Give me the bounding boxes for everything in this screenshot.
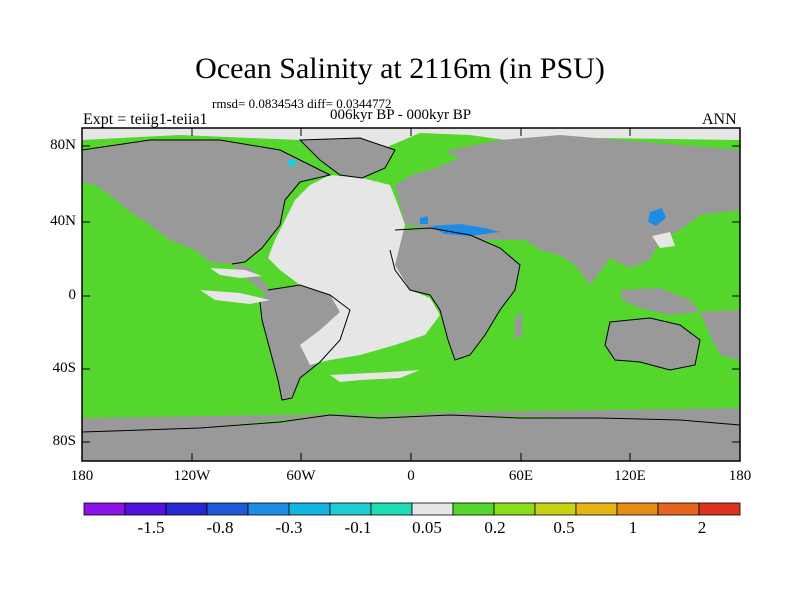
land-africa — [390, 228, 520, 360]
colorbar-label: -0.1 — [344, 518, 372, 537]
colorbar-label: 2 — [697, 518, 707, 537]
pacific-no-data-patch — [200, 290, 270, 304]
land-western-pacific-shelf — [700, 310, 740, 360]
period-label: 006kyr BP - 000kyr BP — [330, 107, 472, 123]
axis-ticks — [81, 128, 741, 461]
pacific-no-data-patch-2 — [210, 268, 262, 278]
lon-label: 120W — [173, 468, 211, 484]
season-label: ANN — [702, 111, 737, 128]
lon-label: 60W — [286, 468, 316, 484]
colorbar-swatch — [83, 502, 126, 516]
colorbar-swatch — [493, 502, 536, 516]
colorbar-swatch — [452, 502, 495, 516]
lon-label: 0 — [407, 468, 415, 484]
rmsd-diff-stats: rmsd= 0.0834543 diff= 0.0344772 — [212, 96, 392, 111]
south-atlantic-no-data — [330, 370, 420, 382]
north-sea-negative — [420, 216, 428, 224]
lon-label: 60E — [508, 468, 534, 484]
colorbar-swatch — [657, 502, 700, 516]
lon-label: 180 — [728, 468, 752, 484]
lon-label: 120E — [614, 468, 646, 484]
colorbar-label: 0.05 — [412, 518, 442, 537]
land-antarctica — [82, 415, 740, 461]
colorbar-label: 0.5 — [553, 518, 575, 537]
lat-label: 40N — [50, 213, 76, 229]
colorbar-swatch — [534, 502, 577, 516]
colorbar-swatch — [288, 502, 331, 516]
map-title: Ocean Salinity at 2116m (in PSU) — [195, 52, 605, 85]
colorbar-swatch — [247, 502, 290, 516]
lat-label: 80N — [50, 137, 76, 153]
colorbar-swatch — [165, 502, 208, 516]
land-eurasia — [395, 135, 740, 285]
colorbar-swatch — [616, 502, 659, 516]
lat-label: 40S — [52, 360, 76, 376]
mediterranean-negative — [430, 224, 500, 236]
colorbar-label: -0.8 — [206, 518, 234, 537]
colorbar-swatch — [411, 502, 454, 516]
colorbar-label: 1 — [628, 518, 638, 537]
lat-label: 80S — [52, 433, 76, 449]
colorbar-label: 0.2 — [484, 518, 506, 537]
land-greenland — [300, 138, 395, 178]
land-madagascar — [514, 312, 522, 340]
arctic-no-data — [82, 128, 740, 150]
southern-grey-band — [82, 408, 740, 432]
atlantic-no-data — [268, 175, 440, 365]
arctic-cyan-spot — [288, 160, 296, 166]
colorbar-swatch — [329, 502, 372, 516]
colorbar-swatch — [370, 502, 413, 516]
land-north-america — [82, 140, 330, 264]
sea-of-japan-negative — [648, 208, 666, 226]
colorbar-swatch — [206, 502, 249, 516]
colorbar-swatch — [575, 502, 618, 516]
colorbar — [83, 502, 741, 516]
coastlines — [81, 137, 741, 433]
colorbar-label: -0.3 — [275, 518, 303, 537]
lon-label: 180 — [70, 468, 94, 484]
colorbar-label: -1.5 — [137, 518, 165, 537]
land-se-asia — [620, 288, 700, 315]
lat-label: 0 — [68, 287, 77, 303]
map-panel — [81, 127, 741, 462]
norwegian-sea-anomaly — [398, 150, 460, 175]
experiment-label: Expt = teiig1-teiia1 — [83, 111, 208, 128]
nw-pacific-no-data — [652, 232, 675, 248]
colorbar-swatch — [124, 502, 167, 516]
colorbar-swatch — [698, 502, 741, 516]
land-australia — [605, 318, 700, 370]
